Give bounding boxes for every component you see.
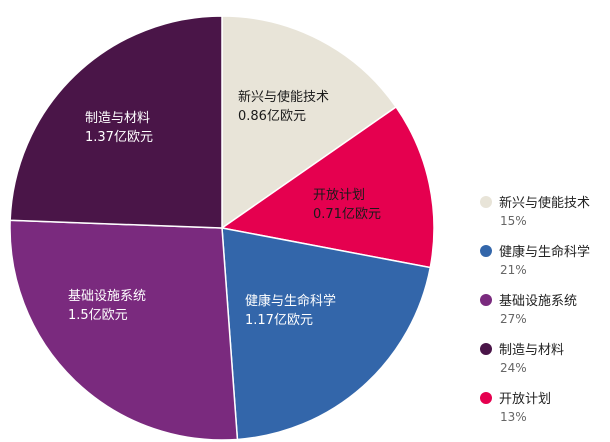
slice-category-label: 开放计划 xyxy=(313,188,365,203)
slice-category-label: 基础设施系统 xyxy=(68,289,146,304)
slice-value-label: 1.37亿欧元 xyxy=(85,130,153,145)
slice-category-label: 健康与生命科学 xyxy=(245,293,336,309)
legend-swatch xyxy=(480,245,492,257)
legend-percent: 27% xyxy=(500,312,527,326)
legend-swatch xyxy=(480,294,492,306)
legend-label: 新兴与使能技术 xyxy=(499,195,590,211)
slice-value-label: 0.71亿欧元 xyxy=(313,207,381,222)
legend-swatch xyxy=(480,343,492,355)
pie-slice xyxy=(221,15,398,230)
legend-label: 基础设施系统 xyxy=(499,294,577,309)
slice-value-label: 0.86亿欧元 xyxy=(238,109,306,124)
pie-slices xyxy=(9,15,435,441)
legend-percent: 15% xyxy=(500,214,527,228)
slice-category-label: 制造与材料 xyxy=(85,111,150,126)
legend-label: 健康与生命科学 xyxy=(499,244,590,260)
legend-percent: 21% xyxy=(500,263,527,277)
legend-label: 制造与材料 xyxy=(499,343,564,358)
legend-label: 开放计划 xyxy=(499,392,551,407)
pie-slice xyxy=(221,227,432,441)
pie-slice xyxy=(9,15,223,229)
legend-percent: 13% xyxy=(500,410,527,424)
legend: 新兴与使能技术 15% 健康与生命科学 21% 基础设施系统 27% 制造与材料 24% 开放计… xyxy=(480,195,590,424)
slice-category-label: 新兴与使能技术 xyxy=(238,89,329,105)
legend-percent: 24% xyxy=(500,361,527,375)
legend-swatch xyxy=(480,392,492,404)
slice-value-label: 1.5亿欧元 xyxy=(68,308,128,323)
pie-slice xyxy=(9,219,239,441)
pie-slice xyxy=(220,105,435,269)
slice-value-label: 1.17亿欧元 xyxy=(245,313,313,328)
legend-swatch xyxy=(480,196,492,208)
